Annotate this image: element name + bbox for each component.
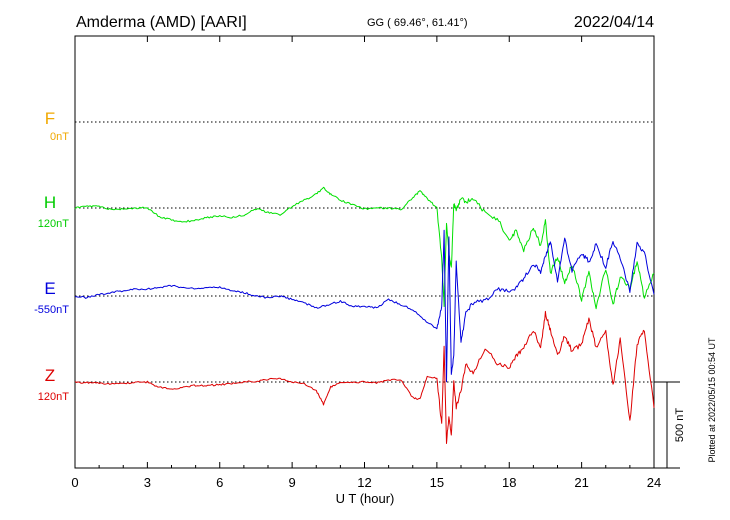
channel-H-baseline: 120nT — [38, 218, 69, 230]
x-axis-title: U T (hour) — [336, 491, 395, 506]
channel-Z-label: Z — [45, 366, 55, 385]
trace-E — [74, 229, 655, 383]
x-tick-label: 0 — [71, 475, 78, 490]
trace-Z — [74, 310, 655, 444]
date-label: 2022/04/14 — [574, 14, 654, 31]
scale-bar: 500 nT — [654, 381, 686, 469]
x-axis-ticks: 0 3 6 9 12 15 18 21 24 — [71, 36, 661, 490]
station-title: Amderma (AMD) [AARI] — [76, 14, 247, 31]
trace-H — [74, 186, 655, 310]
channel-F-label: F — [45, 109, 55, 128]
channel-H-label: H — [44, 193, 56, 212]
channel-Z-baseline: 120nT — [38, 391, 69, 403]
data-traces — [74, 186, 655, 444]
x-tick-label: 3 — [144, 475, 151, 490]
x-tick-label: 9 — [289, 475, 296, 490]
x-tick-label: 18 — [502, 475, 516, 490]
scale-bar-label: 500 nT — [674, 408, 686, 443]
x-tick-label: 15 — [430, 475, 444, 490]
channel-E-baseline: -550nT — [34, 304, 69, 316]
channel-F-baseline: 0nT — [50, 131, 69, 143]
x-tick-label: 12 — [357, 475, 371, 490]
x-tick-label: 24 — [647, 475, 661, 490]
station-coords: GG ( 69.46°, 61.41°) — [367, 17, 468, 29]
x-tick-label: 6 — [216, 475, 223, 490]
plotted-at-note: Plotted at 2022/05/15 00:54 UT — [707, 337, 717, 463]
channel-E-label: E — [44, 279, 55, 298]
x-tick-label: 21 — [574, 475, 588, 490]
